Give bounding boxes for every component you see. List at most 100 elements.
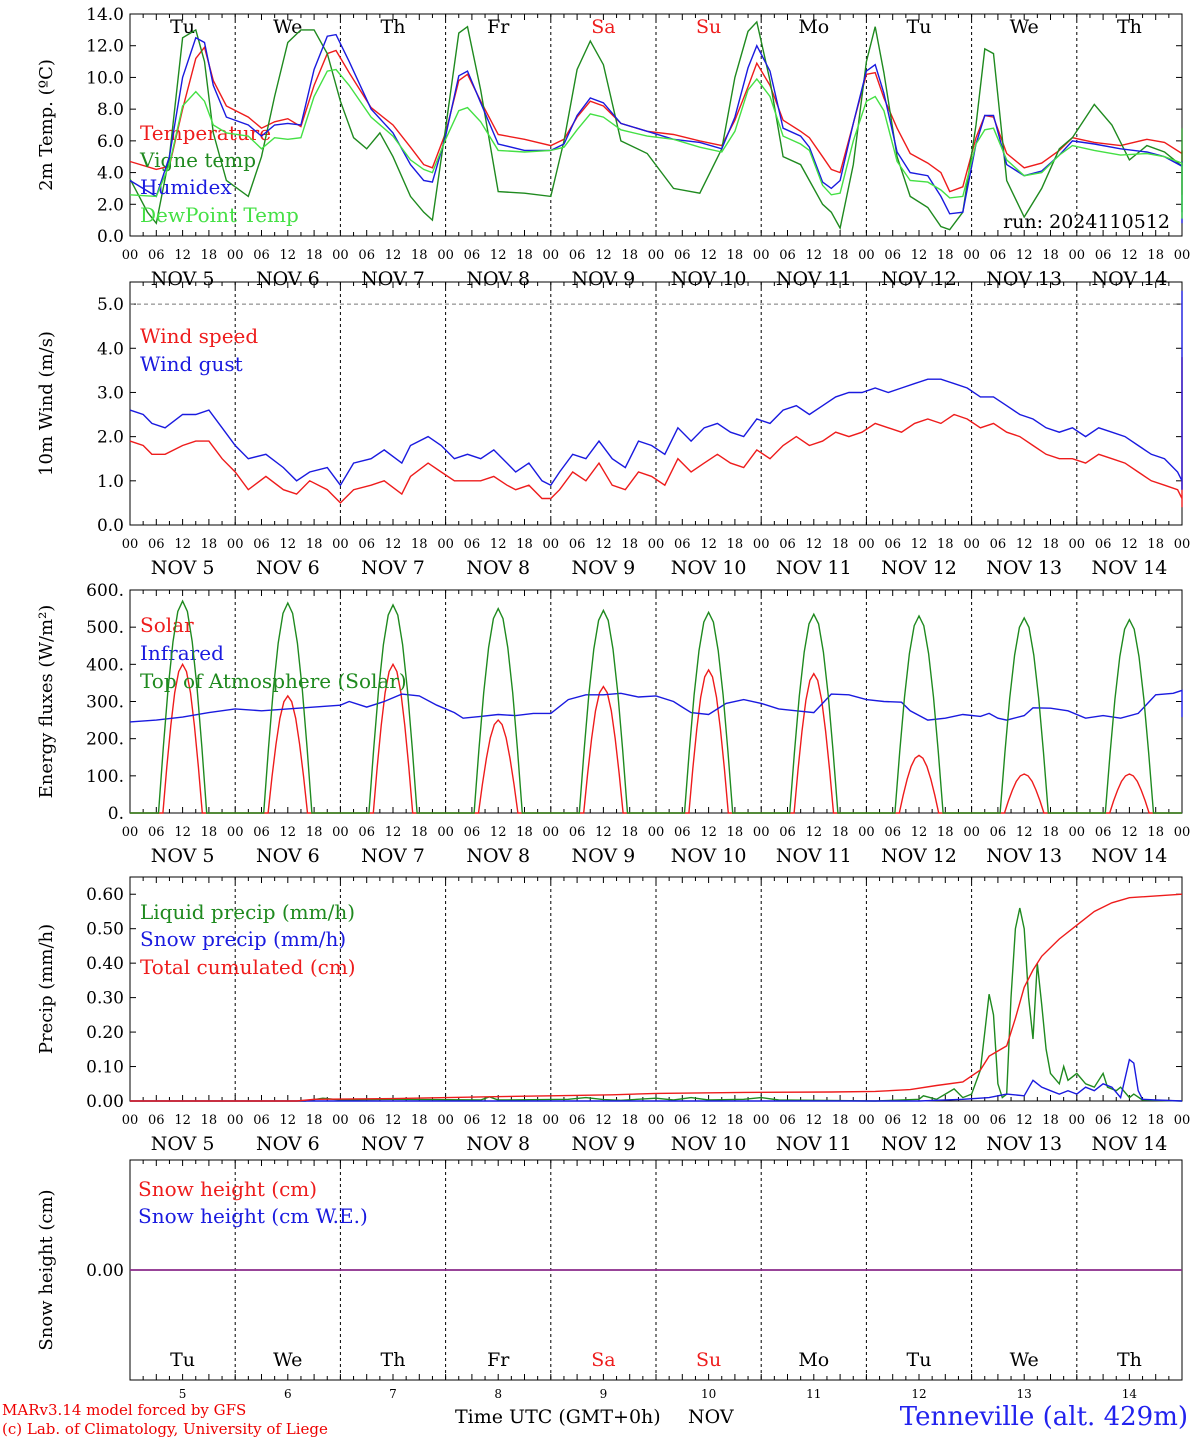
panel3-hour-label: 00 [1174, 825, 1191, 840]
lab-credit: (c) Lab. of Climatology, University of L… [2, 1420, 328, 1438]
panel2-hour-label: 00 [858, 537, 875, 552]
panel2-hour-label: 00 [437, 537, 454, 552]
panel4-hour-label: 06 [358, 1113, 375, 1128]
panel4-hour-label: 00 [1174, 1113, 1191, 1128]
panel2-hour-label: 12 [700, 537, 717, 552]
panel2-hour-label: 00 [332, 537, 349, 552]
panel4-hour-label: 00 [543, 1113, 560, 1128]
panel4-date-label: NOV 13 [986, 1133, 1062, 1155]
panel2-hour-label: 12 [174, 537, 191, 552]
panel3-hour-label: 06 [779, 825, 796, 840]
panel1-hour-label: 06 [990, 248, 1007, 263]
panel5-weekday-label: Su [696, 1349, 721, 1371]
panel3-hour-label: 00 [332, 825, 349, 840]
panel4-hour-label: 12 [490, 1113, 507, 1128]
panel3-y-tick-label: 0. [108, 804, 124, 824]
panel1-hour-label: 06 [148, 248, 165, 263]
x-axis-label: Time UTC (GMT+0h) [455, 1406, 661, 1428]
panel2-y-tick-label: 3.0 [97, 383, 124, 403]
panel4-hour-label: 12 [806, 1113, 823, 1128]
panel2-date-label: NOV 8 [466, 557, 530, 579]
panel3-hour-label: 00 [543, 825, 560, 840]
panel2-hour-label: 06 [148, 537, 165, 552]
panel2-y-tick-label: 5.0 [97, 295, 124, 315]
panel1-hour-label: 12 [280, 248, 297, 263]
panel3-y-tick-label: 500. [86, 618, 124, 638]
panel1-date-label: NOV 13 [986, 268, 1062, 290]
panel3-hour-label: 18 [201, 825, 218, 840]
panel4-hour-label: 06 [779, 1113, 796, 1128]
panel2-hour-label: 06 [674, 537, 691, 552]
panel3-hour-label: 00 [122, 825, 139, 840]
panel3-hour-label: 18 [727, 825, 744, 840]
panel4-date-label: NOV 7 [361, 1133, 425, 1155]
panel1-y-tick-label: 2.0 [97, 195, 124, 215]
panel5-weekday-label: Tu [907, 1349, 932, 1371]
panel4-hour-label: 06 [569, 1113, 586, 1128]
panel1-hour-label: 18 [937, 248, 954, 263]
panel1-hour-label: 18 [201, 248, 218, 263]
station-label: Tenneville (alt. 429m) [899, 1402, 1188, 1432]
panel2-hour-label: 18 [832, 537, 849, 552]
panel4-hour-label: 00 [332, 1113, 349, 1128]
panel2-hour-label: 18 [1042, 537, 1059, 552]
panel4-hour-label: 18 [306, 1113, 323, 1128]
panel2-y-axis-title: 10m Wind (m/s) [36, 331, 57, 476]
panel4-series-line-3 [130, 893, 1183, 1102]
panel4-date-label: NOV 14 [1091, 1133, 1167, 1155]
panel2-hour-label: 18 [937, 537, 954, 552]
panel2-date-label: NOV 5 [151, 557, 215, 579]
panel4-hour-label: 06 [464, 1113, 481, 1128]
panel5-day-number: 13 [1017, 1387, 1032, 1401]
panel3-y-tick-label: 200. [86, 730, 124, 750]
panel3-date-label: NOV 10 [671, 845, 747, 867]
panel1-weekday-label: We [1010, 16, 1039, 38]
panel1-hour-label: 06 [779, 248, 796, 263]
panel3-hour-label: 18 [1042, 825, 1059, 840]
panel2-hour-label: 06 [990, 537, 1007, 552]
panel1-hour-label: 12 [385, 248, 402, 263]
panel5-legend-2: Snow height (cm W.E.) [138, 1204, 368, 1228]
panel1-hour-label: 06 [674, 248, 691, 263]
panel4-hour-label: 12 [700, 1113, 717, 1128]
panel5-legend-1: Snow height (cm) [138, 1177, 317, 1201]
panel1-hour-label: 18 [1042, 248, 1059, 263]
panel2-hour-label: 18 [306, 537, 323, 552]
panel3-hour-label: 06 [464, 825, 481, 840]
panel2-date-label: NOV 13 [986, 557, 1062, 579]
panel1-hour-label: 18 [516, 248, 533, 263]
month-label: NOV [688, 1406, 734, 1428]
panel2-hour-label: 12 [1016, 537, 1033, 552]
panel3-hour-label: 06 [148, 825, 165, 840]
panel3-series-line-2 [129, 689, 1183, 723]
panel2-hour-label: 06 [569, 537, 586, 552]
panel3-hour-label: 00 [227, 825, 244, 840]
panel4-hour-label: 12 [1016, 1113, 1033, 1128]
panel4-legend-3: Total cumulated (cm) [140, 955, 356, 979]
panel1-y-tick-label: 6.0 [97, 132, 124, 152]
panel2-hour-label: 00 [1069, 537, 1086, 552]
panel3-legend-1: Solar [140, 613, 194, 637]
panel1-hour-label: 00 [332, 248, 349, 263]
panel3-hour-label: 12 [700, 825, 717, 840]
panel3-date-label: NOV 13 [986, 845, 1062, 867]
panel4-hour-label: 06 [148, 1113, 165, 1128]
panel4-legend-1: Liquid precip (mm/h) [140, 900, 355, 924]
panel2-hour-label: 06 [253, 537, 270, 552]
panel3-hour-label: 18 [621, 825, 638, 840]
panel2-hour-label: 00 [963, 537, 980, 552]
panel2-hour-label: 00 [1174, 537, 1191, 552]
panel3-hour-label: 18 [411, 825, 428, 840]
panel2-hour-label: 18 [1147, 537, 1164, 552]
panel2-y-tick-label: 2.0 [97, 428, 124, 448]
panel3-y-tick-label: 600. [86, 581, 124, 601]
panel2-hour-label: 18 [411, 537, 428, 552]
panel5-y-axis-title: Snow height (cm) [36, 1189, 57, 1350]
panel3-hour-label: 18 [516, 825, 533, 840]
panel3-hour-label: 12 [490, 825, 507, 840]
panel2-hour-label: 06 [358, 537, 375, 552]
panel1-weekday-label: Mo [798, 16, 829, 38]
panel3-date-label: NOV 5 [151, 845, 215, 867]
panel3-hour-label: 12 [174, 825, 191, 840]
panel5-day-number: 11 [806, 1387, 821, 1401]
